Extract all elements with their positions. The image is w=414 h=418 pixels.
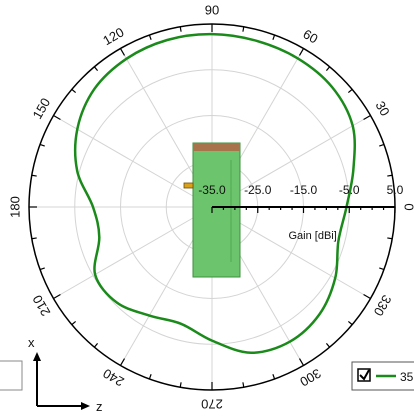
angle-tick (148, 34, 152, 40)
angle-tick-label: 240 (100, 366, 126, 390)
angle-tick (31, 174, 37, 177)
angle-tick (71, 320, 77, 326)
gain-series-line (73, 32, 356, 355)
legend-entry-label: 35 (400, 370, 414, 384)
angle-tick (387, 174, 393, 177)
angle-tick-label: 270 (201, 397, 223, 412)
angle-tick (53, 293, 61, 300)
angle-tick (119, 48, 126, 56)
radial-axis: -35.0 -25.0 -15.0 -5.0 5.0 Gain [dBi] (198, 183, 403, 242)
angle-tick (272, 34, 276, 40)
gain-curve-layer (73, 32, 356, 355)
angle-tick (242, 382, 245, 388)
angle-tick (363, 114, 371, 121)
z-axis-label: z (96, 399, 103, 414)
radial-tick-label: -35.0 (198, 183, 226, 197)
angle-tick (298, 358, 305, 366)
angle-tick (39, 143, 45, 147)
angle-tick (363, 293, 371, 300)
angle-tick (325, 342, 331, 348)
angle-tick-label: 300 (297, 366, 323, 390)
angle-tick (39, 267, 45, 271)
angle-tick (347, 320, 353, 326)
angle-tick (379, 267, 385, 271)
grid-spoke (53, 206, 213, 299)
angle-tick-label: 60 (301, 26, 321, 46)
angle-tick (272, 374, 276, 380)
angle-tick (242, 26, 245, 32)
angle-tick-label: 150 (29, 95, 53, 121)
angle-tick-label: 210 (29, 292, 53, 318)
angle-tick-label: 30 (373, 98, 393, 118)
radial-tick-label: -5.0 (339, 183, 360, 197)
angle-tick (347, 88, 353, 94)
radial-tick-label: -15.0 (290, 183, 318, 197)
coordinate-triad: x z (28, 335, 103, 414)
antenna-connector (183, 182, 194, 189)
angle-tick (387, 237, 393, 240)
angle-tick (298, 48, 305, 56)
left-panel-fragment (0, 360, 23, 391)
radial-tick-label: -25.0 (244, 183, 272, 197)
x-axis-label: x (28, 335, 35, 350)
radial-axis-title: Gain [dBi] (288, 230, 336, 242)
x-axis-arrowhead (33, 352, 41, 361)
angle-tick-label: 330 (371, 292, 395, 318)
angle-tick (325, 66, 331, 72)
angle-tick (93, 342, 99, 348)
radial-tick-label: 5.0 (387, 183, 404, 197)
angle-tick (179, 382, 182, 388)
z-axis-arrowhead (81, 402, 90, 410)
angle-tick (93, 66, 99, 72)
grid-spoke (53, 115, 213, 208)
angle-tick-label: 120 (100, 24, 126, 48)
checkmark-icon (359, 369, 370, 381)
antenna-model (183, 142, 241, 278)
antenna-board (192, 142, 241, 278)
angle-tick-label: 0 (402, 203, 414, 210)
angle-tick (53, 114, 61, 121)
angle-tick-label: 180 (7, 196, 22, 218)
angle-tick-label: 90 (205, 2, 219, 17)
angle-tick (119, 358, 126, 366)
angle-tick (31, 237, 37, 240)
legend: 35 (351, 361, 414, 391)
angle-tick (148, 374, 152, 380)
angle-tick (179, 26, 182, 32)
angle-tick (71, 88, 77, 94)
angle-tick (379, 143, 385, 147)
antenna-top-strip (193, 143, 240, 151)
